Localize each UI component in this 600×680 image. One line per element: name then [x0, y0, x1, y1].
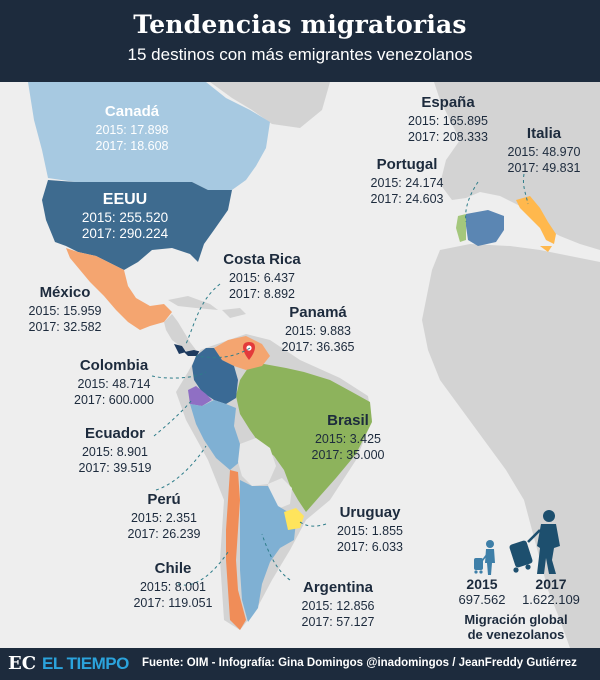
europe-land	[434, 82, 600, 250]
mexico-region	[66, 248, 172, 330]
global-title: Migración global de venezolanos	[464, 612, 568, 642]
costa-rica-region	[174, 344, 186, 354]
portugal-region	[456, 214, 466, 242]
label-panama: Panamá 2015: 9.883 2017: 36.365	[281, 304, 355, 354]
chile-region	[226, 470, 246, 630]
colombia-region	[192, 348, 238, 404]
label-canada: Canadá 2015: 17.898 2017: 18.608	[95, 103, 169, 153]
hispaniola-land	[222, 308, 246, 318]
walker-small-icon	[474, 540, 495, 575]
label-portugal: Portugal 2015: 24.174 2017: 24.603	[370, 156, 444, 206]
label-mexico: México 2015: 15.959 2017: 32.582	[28, 284, 102, 334]
label-ecuador: Ecuador 2015: 8.901 2017: 39.519	[78, 425, 152, 475]
sicily-region	[540, 246, 552, 252]
map	[0, 82, 600, 648]
global-2017: 2017 1.622.109	[522, 576, 580, 607]
canada-region	[28, 82, 270, 190]
label-eeuu: EEUU 2015: 255.520 2017: 290.224	[81, 191, 169, 241]
greenland-land	[210, 82, 330, 128]
cuba-land	[168, 296, 218, 310]
usa-region	[42, 180, 232, 270]
central-america-land	[164, 314, 196, 352]
footer-source: Fuente: OIM - Infografía: Gina Domingos …	[142, 657, 577, 669]
walker-large-icon	[509, 510, 560, 574]
global-2015: 2015 697.562	[458, 576, 506, 607]
label-espana: España 2015: 165.895 2017: 208.333	[408, 94, 488, 144]
ecuador-region	[188, 386, 212, 406]
panama-region	[184, 350, 202, 356]
label-peru: Perú 2015: 2.351 2017: 26.239	[127, 491, 201, 541]
label-italia: Italia 2015: 48.970 2017: 49.831	[507, 125, 581, 175]
label-chile: Chile 2015: 8.001 2017: 119.051	[133, 560, 213, 610]
label-costa-rica: Costa Rica 2015: 6.437 2017: 8.892	[223, 251, 301, 301]
label-argentina: Argentina 2015: 12.856 2017: 57.127	[301, 579, 375, 629]
bolivia-land	[238, 438, 276, 486]
brasil-region	[236, 364, 372, 512]
label-brasil: Brasil 2015: 3.425 2017: 35.000	[311, 412, 385, 462]
footer: EC EL TIEMPO Fuente: OIM - Infografía: G…	[0, 648, 600, 680]
peru-region	[190, 400, 242, 470]
venezuela-region	[214, 336, 270, 370]
spain-region	[466, 210, 504, 246]
page-title: Tendencias migratorias	[133, 10, 467, 39]
label-colombia: Colombia 2015: 48.714 2017: 600.000	[74, 357, 154, 407]
header: Tendencias migratorias 15 destinos con m…	[0, 0, 600, 82]
uruguay-region	[284, 508, 304, 530]
leader-lines	[151, 173, 529, 586]
label-uruguay: Uruguay 2015: 1.855 2017: 6.033	[336, 504, 404, 554]
italy-region	[516, 196, 556, 244]
page-subtitle: 15 destinos con más emigrantes venezolan…	[127, 45, 473, 64]
el-tiempo-brand: EL TIEMPO	[42, 654, 129, 673]
el-tiempo-logo-mark: EC	[8, 653, 37, 674]
